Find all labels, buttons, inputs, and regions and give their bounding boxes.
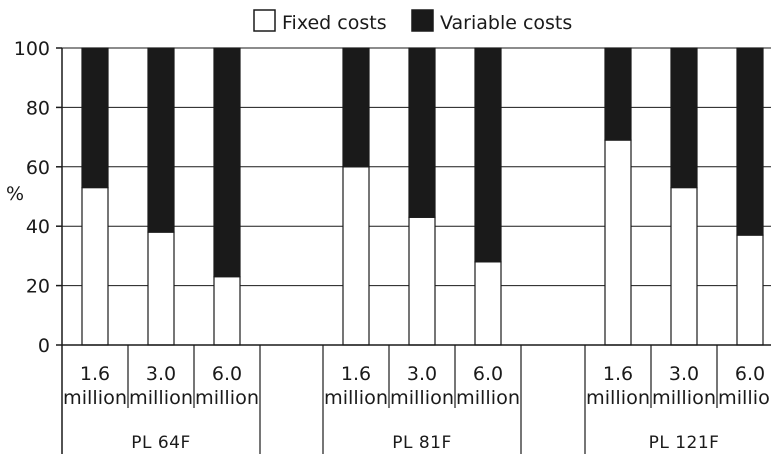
x-tick-label-unit: million (129, 387, 193, 409)
y-tick-label: 0 (38, 335, 50, 357)
bar-segment-variable (736, 47, 764, 236)
x-tick-label-unit: million (195, 387, 259, 409)
x-tick-label-unit: million (586, 387, 650, 409)
x-tick-label-value: 1.6 (341, 363, 371, 385)
group-label: PL 121F (649, 433, 720, 453)
bar-segment-variable (474, 47, 502, 263)
group-label: PL 81F (392, 433, 452, 453)
bar-segment-fixed (342, 166, 370, 346)
y-tick-label: 80 (26, 97, 50, 119)
bar-segment-variable (213, 47, 241, 278)
bar-segment-variable (81, 47, 109, 189)
bar-segment-fixed (670, 186, 698, 346)
bar-segment-fixed (408, 216, 436, 346)
x-tick-label-unit: million (63, 387, 127, 409)
bar-segment-variable (342, 47, 370, 168)
bar-segment-fixed (474, 261, 502, 346)
bar-segment-fixed (81, 186, 109, 346)
x-tick-label-unit: million (324, 387, 388, 409)
legend-swatch-fixed (253, 9, 276, 32)
x-tick-label-value: 3.0 (146, 363, 176, 385)
y-tick-label: 60 (26, 157, 50, 179)
legend-label-variable: Variable costs (440, 12, 572, 34)
x-tick-label-unit: million (390, 387, 454, 409)
group-label: PL 64F (131, 433, 191, 453)
bar-segment-variable (408, 47, 436, 218)
bar-segment-variable (147, 47, 175, 233)
x-tick-label-value: 1.6 (603, 363, 633, 385)
x-tick-label-value: 6.0 (212, 363, 242, 385)
y-axis-label: % (6, 183, 24, 205)
x-tick-label-unit: million (456, 387, 520, 409)
x-tick-label-unit: million (718, 387, 771, 409)
legend-label-fixed: Fixed costs (282, 12, 387, 34)
y-tick-label: 40 (26, 216, 50, 238)
bar-segment-fixed (736, 234, 764, 346)
x-tick-label-value: 3.0 (407, 363, 437, 385)
x-tick-label-value: 3.0 (669, 363, 699, 385)
bar-segment-variable (670, 47, 698, 189)
bar-segment-fixed (213, 276, 241, 346)
legend: Fixed costs Variable costs (253, 9, 572, 34)
bar-segment-fixed (147, 231, 175, 346)
bar-segment-fixed (604, 139, 632, 346)
x-tick-label-value: 6.0 (735, 363, 765, 385)
y-tick-label: 100 (14, 38, 50, 60)
x-tick-label-unit: million (652, 387, 716, 409)
y-tick-label: 20 (26, 276, 50, 298)
x-tick-label-value: 1.6 (80, 363, 110, 385)
axes: 0 20 40 60 80 100% (6, 38, 771, 454)
bars (81, 47, 764, 346)
bar-segment-variable (604, 47, 632, 141)
x-tick-label-value: 6.0 (473, 363, 503, 385)
legend-swatch-variable (411, 9, 434, 32)
